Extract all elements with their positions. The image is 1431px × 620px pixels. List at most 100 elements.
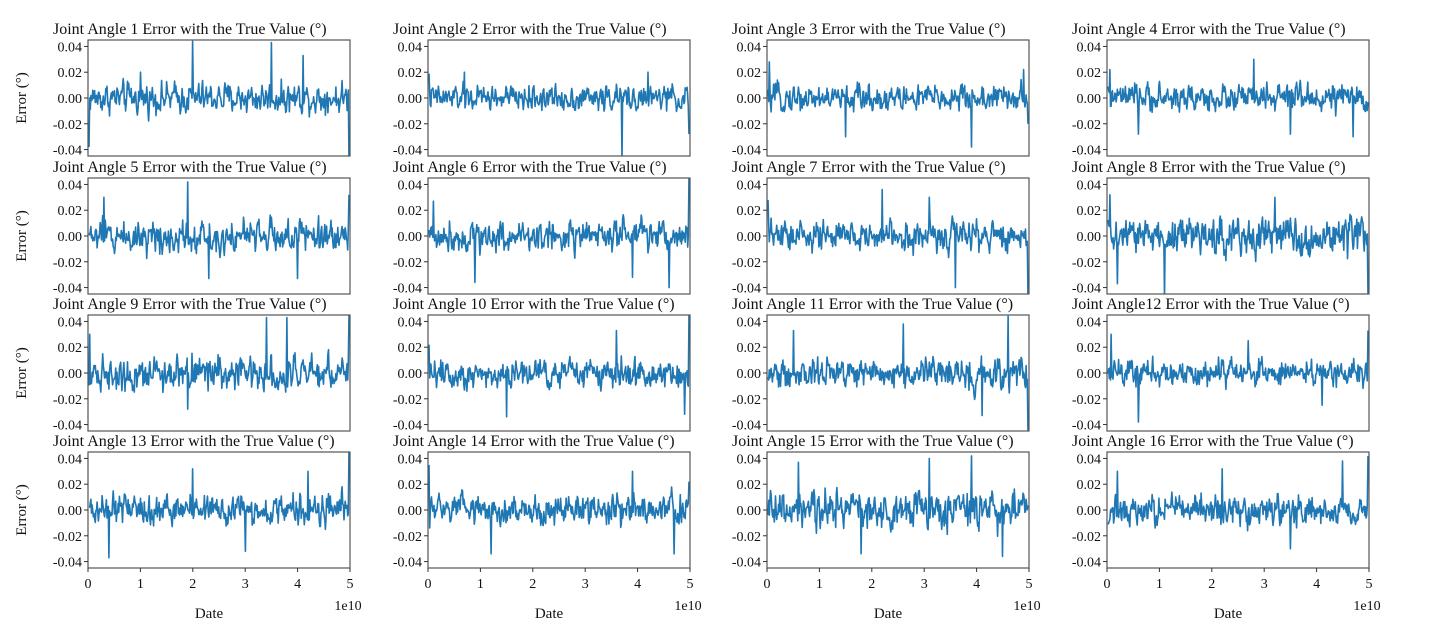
error-series-line: [767, 61, 1029, 148]
y-tick-label: -0.04: [393, 419, 422, 434]
error-series-line: [428, 178, 690, 289]
chart-panel-7: Joint Angle 7 Error with the True Value …: [732, 159, 1030, 297]
y-tick-label: -0.02: [53, 530, 82, 545]
y-tick-label: 0.02: [737, 66, 762, 81]
x-tick-label: 1: [1156, 577, 1163, 592]
x-offset-label: 1e10: [1353, 599, 1380, 614]
x-tick-label: 3: [921, 577, 928, 592]
y-tick-label: 0.00: [58, 367, 83, 382]
y-tick-label: -0.02: [393, 530, 422, 545]
y-axis-label: Error (°): [14, 72, 30, 123]
chart-panel-14: Joint Angle 14 Error with the True Value…: [393, 433, 702, 620]
x-tick-label: 0: [1104, 577, 1111, 592]
x-tick-label: 1: [137, 577, 144, 592]
chart-panel-13: Joint Angle 13 Error with the True Value…: [14, 433, 362, 620]
chart-title: Joint Angle 13 Error with the True Value…: [53, 433, 335, 450]
chart-title: Joint Angle 10 Error with the True Value…: [393, 296, 675, 313]
x-tick-label: 4: [1313, 577, 1320, 592]
y-tick-label: -0.02: [1072, 256, 1101, 271]
y-tick-label: -0.02: [1072, 118, 1101, 133]
y-tick-label: 0.02: [398, 478, 423, 493]
x-tick-label: 5: [1366, 577, 1373, 592]
y-tick-label: -0.02: [53, 256, 82, 271]
y-tick-label: 0.00: [398, 367, 423, 382]
error-series-line: [88, 40, 350, 156]
y-tick-label: 0.02: [1077, 341, 1102, 356]
chart-title: Joint Angle 2 Error with the True Value …: [393, 21, 667, 38]
y-tick-label: 0.02: [58, 478, 83, 493]
y-tick-label: 0.02: [737, 341, 762, 356]
y-tick-label: 0.02: [58, 66, 83, 81]
x-tick-label: 0: [85, 577, 92, 592]
x-tick-label: 4: [634, 577, 641, 592]
error-series-line: [428, 315, 690, 418]
y-tick-label: -0.02: [732, 118, 761, 133]
chart-title: Joint Angle 5 Error with the True Value …: [53, 159, 327, 176]
y-tick-label: 0.02: [737, 204, 762, 219]
y-tick-label: -0.04: [1072, 144, 1101, 159]
y-tick-label: 0.04: [737, 452, 762, 467]
y-tick-label: 0.04: [398, 178, 423, 193]
y-tick-label: 0.04: [737, 40, 762, 55]
error-series-line: [88, 452, 350, 559]
chart-panel-3: Joint Angle 3 Error with the True Value …: [732, 21, 1030, 159]
y-tick-label: 0.00: [1077, 230, 1102, 245]
y-tick-label: 0.04: [1077, 315, 1102, 330]
x-axis-label: Date: [874, 606, 903, 620]
y-tick-label: 0.02: [1077, 66, 1102, 81]
y-tick-label: 0.00: [398, 504, 423, 519]
error-series-line: [88, 181, 350, 280]
chart-title: Joint Angle 8 Error with the True Value …: [1072, 159, 1346, 176]
y-tick-label: -0.02: [53, 393, 82, 408]
y-tick-label: 0.04: [1077, 40, 1102, 55]
chart-title: Joint Angle 16 Error with the True Value…: [1072, 433, 1354, 450]
x-tick-label: 1: [816, 577, 823, 592]
y-tick-label: 0.00: [737, 504, 762, 519]
y-tick-label: 0.04: [398, 452, 423, 467]
error-series-line: [1107, 58, 1369, 138]
x-offset-label: 1e10: [1013, 599, 1040, 614]
chart-panel-16: Joint Angle 16 Error with the True Value…: [1072, 433, 1381, 620]
y-tick-label: -0.02: [393, 256, 422, 271]
y-tick-label: 0.04: [58, 452, 83, 467]
chart-title: Joint Angle 7 Error with the True Value …: [732, 159, 1006, 176]
y-tick-label: -0.02: [732, 393, 761, 408]
y-tick-label: 0.00: [737, 92, 762, 107]
y-tick-label: 0.02: [737, 478, 762, 493]
y-tick-label: -0.04: [1072, 282, 1101, 297]
chart-panel-1: Joint Angle 1 Error with the True Value …: [14, 21, 351, 159]
error-series-line: [88, 315, 350, 410]
error-series-line: [1107, 330, 1369, 423]
y-tick-label: 0.04: [398, 40, 423, 55]
chart-title: Joint Angle 6 Error with the True Value …: [393, 159, 667, 176]
x-tick-label: 5: [347, 577, 354, 592]
y-tick-label: -0.02: [732, 530, 761, 545]
x-offset-label: 1e10: [334, 599, 361, 614]
chart-panel-15: Joint Angle 15 Error with the True Value…: [732, 433, 1041, 620]
chart-title: Joint Angle 4 Error with the True Value …: [1072, 21, 1346, 38]
y-tick-label: 0.00: [1077, 367, 1102, 382]
y-tick-label: 0.02: [398, 341, 423, 356]
x-tick-label: 4: [973, 577, 980, 592]
y-tick-label: 0.00: [398, 92, 423, 107]
y-tick-label: -0.04: [53, 144, 82, 159]
chart-title: Joint Angle 11 Error with the True Value…: [732, 296, 1013, 313]
x-offset-label: 1e10: [674, 599, 701, 614]
chart-title: Joint Angle 1 Error with the True Value …: [53, 21, 327, 38]
x-tick-label: 5: [1026, 577, 1033, 592]
y-tick-label: 0.04: [1077, 178, 1102, 193]
chart-panel-11: Joint Angle 11 Error with the True Value…: [732, 296, 1030, 434]
y-axis-label: Error (°): [14, 210, 30, 261]
x-tick-label: 3: [582, 577, 589, 592]
y-tick-label: -0.02: [732, 256, 761, 271]
x-tick-label: 0: [764, 577, 771, 592]
x-axis-label: Date: [1214, 606, 1243, 620]
y-tick-label: -0.02: [1072, 530, 1101, 545]
error-series-line: [767, 315, 1029, 431]
error-series-line: [767, 455, 1029, 558]
y-tick-label: 0.02: [58, 204, 83, 219]
y-tick-label: -0.04: [1072, 419, 1101, 434]
x-tick-label: 2: [868, 577, 875, 592]
y-axis-label: Error (°): [14, 347, 30, 398]
